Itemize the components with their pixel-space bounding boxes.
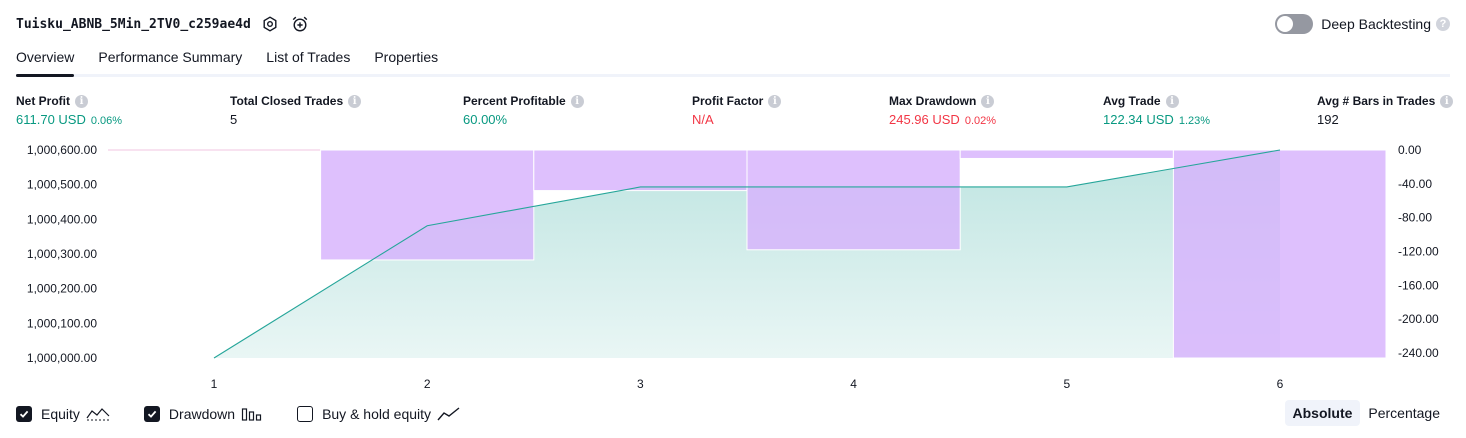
drawdown-bars-icon bbox=[241, 408, 262, 421]
y-right-tick-label: -240.00 bbox=[1398, 346, 1439, 360]
y-left-tick-label: 1,000,200.00 bbox=[27, 282, 97, 296]
drawdown-checkbox[interactable] bbox=[143, 406, 160, 422]
help-icon[interactable]: ? bbox=[1436, 17, 1450, 31]
metric-label: Percent Profitable bbox=[463, 94, 566, 108]
metric-value: 611.70 USD bbox=[16, 112, 86, 127]
tab-performance-summary[interactable]: Performance Summary bbox=[98, 49, 243, 65]
info-icon[interactable]: i bbox=[1165, 94, 1179, 108]
equity-line bbox=[213, 149, 1281, 359]
info-icon[interactable]: i bbox=[348, 94, 362, 108]
tab-overview[interactable]: Overview bbox=[16, 46, 75, 77]
legend-equity[interactable]: Equity bbox=[16, 406, 110, 422]
metric-percent-profitable: Percent Profitable i 60.00% bbox=[463, 93, 584, 127]
metric-value: N/A bbox=[692, 112, 714, 127]
y-left-tick-label: 1,000,300.00 bbox=[27, 247, 97, 261]
y-right-tick-label: -120.00 bbox=[1398, 244, 1439, 258]
y-left-tick-label: 1,000,400.00 bbox=[27, 212, 97, 226]
equity-drawdown-chart: 1,000,600.00 1,000,500.00 1,000,400.00 1,00… bbox=[27, 143, 1439, 391]
metric-avg-bars-in-trades: Avg # Bars in Trades i 192 bbox=[1317, 93, 1454, 127]
metric-label: Profit Factor bbox=[692, 94, 764, 108]
metric-value: 245.96 USD bbox=[889, 112, 960, 127]
y-right-tick-label: -160.00 bbox=[1398, 278, 1439, 292]
equity-area bbox=[214, 150, 1280, 358]
drawdown-bar bbox=[959, 149, 1174, 159]
legend-buy-hold-label: Buy & hold equity bbox=[322, 406, 432, 422]
metric-avg-trade: Avg Trade i 122.34 USD 1.23% bbox=[1103, 93, 1210, 127]
metric-label: Max Drawdown bbox=[889, 94, 977, 108]
y-left-tick-label: 1,000,100.00 bbox=[27, 316, 97, 330]
metric-profit-factor: Profit Factor i N/A bbox=[692, 93, 782, 127]
info-icon[interactable]: i bbox=[75, 94, 88, 108]
tab-list-of-trades[interactable]: List of Trades bbox=[266, 49, 351, 65]
metric-percent: 0.02% bbox=[964, 115, 997, 127]
toggle-knob bbox=[1277, 16, 1294, 32]
metric-value: 122.34 USD bbox=[1103, 112, 1174, 127]
y-left-tick-label: 1,000,600.00 bbox=[27, 143, 97, 157]
y-right-tick-label: -40.00 bbox=[1398, 177, 1432, 191]
y-right-tick-label: 0.00 bbox=[1398, 143, 1422, 157]
x-tick-label: 3 bbox=[637, 377, 644, 391]
metric-label: Avg Trade bbox=[1103, 94, 1161, 108]
y-right-tick-label: -200.00 bbox=[1398, 312, 1439, 326]
chart-legend: Equity Drawdown Buy & hold equity bbox=[16, 403, 495, 425]
alarm-clock-plus-icon[interactable] bbox=[289, 13, 311, 35]
metric-total-closed-trades: Total Closed Trades i 5 bbox=[230, 93, 362, 127]
drawdown-bar bbox=[1172, 149, 1387, 359]
legend-equity-label: Equity bbox=[41, 406, 80, 422]
x-tick-label: 1 bbox=[211, 377, 218, 391]
equity-area-icon bbox=[86, 408, 110, 421]
metric-label: Net Profit bbox=[16, 94, 70, 108]
legend-buy-hold[interactable]: Buy & hold equity bbox=[297, 406, 461, 422]
legend-drawdown[interactable]: Drawdown bbox=[143, 406, 263, 422]
metric-label: Avg # Bars in Trades bbox=[1317, 94, 1436, 108]
y-left-tick-label: 1,000,500.00 bbox=[27, 178, 97, 192]
buy-hold-checkbox[interactable] bbox=[297, 406, 314, 422]
x-tick-label: 4 bbox=[850, 377, 857, 391]
metric-value: 60.00% bbox=[463, 112, 508, 127]
metric-percent: 0.06% bbox=[90, 115, 123, 127]
gear-icon[interactable] bbox=[259, 13, 281, 35]
drawdown-bar bbox=[746, 149, 961, 251]
info-icon[interactable]: i bbox=[570, 94, 584, 108]
metric-net-profit: Net Profit i 611.70 USD 0.06% bbox=[16, 93, 122, 127]
strategy-name: Tuisku_ABNB_5Min_2TV0_c259ae4d bbox=[16, 16, 251, 32]
drawdown-bar bbox=[320, 149, 535, 261]
info-icon[interactable]: i bbox=[1440, 94, 1454, 108]
legend-drawdown-label: Drawdown bbox=[168, 406, 236, 422]
x-tick-label: 5 bbox=[1063, 377, 1070, 391]
scale-mode-switch: Absolute Percentage bbox=[1284, 400, 1449, 426]
deep-backtesting-control: Deep Backtesting ? bbox=[1275, 12, 1450, 36]
y-left-tick-label: 1,000,000.00 bbox=[27, 351, 97, 365]
y-right-tick-label: -80.00 bbox=[1398, 211, 1432, 225]
x-tick-label: 6 bbox=[1277, 377, 1284, 391]
info-icon[interactable]: i bbox=[768, 94, 782, 108]
tab-bar: Overview Performance Summary List of Tra… bbox=[16, 46, 1450, 77]
deep-backtesting-label: Deep Backtesting bbox=[1321, 16, 1431, 32]
metric-value: 192 bbox=[1317, 112, 1339, 127]
metric-label: Total Closed Trades bbox=[230, 94, 344, 108]
drawdown-bar bbox=[533, 149, 748, 192]
metric-max-drawdown: Max Drawdown i 245.96 USD 0.02% bbox=[889, 93, 996, 127]
mode-absolute[interactable]: Absolute bbox=[1284, 400, 1361, 426]
info-icon[interactable]: i bbox=[981, 94, 995, 108]
header-bar: Tuisku_ABNB_5Min_2TV0_c259ae4d Deep Back… bbox=[16, 12, 1450, 36]
metric-percent: 1.23% bbox=[1178, 115, 1211, 127]
deep-backtesting-toggle[interactable] bbox=[1275, 14, 1314, 34]
x-tick-label: 2 bbox=[424, 377, 431, 391]
mode-percentage[interactable]: Percentage bbox=[1368, 405, 1440, 421]
metric-value: 5 bbox=[230, 112, 238, 127]
buy-hold-line-icon bbox=[437, 407, 460, 421]
equity-checkbox[interactable] bbox=[16, 406, 32, 422]
tab-properties[interactable]: Properties bbox=[374, 49, 439, 65]
